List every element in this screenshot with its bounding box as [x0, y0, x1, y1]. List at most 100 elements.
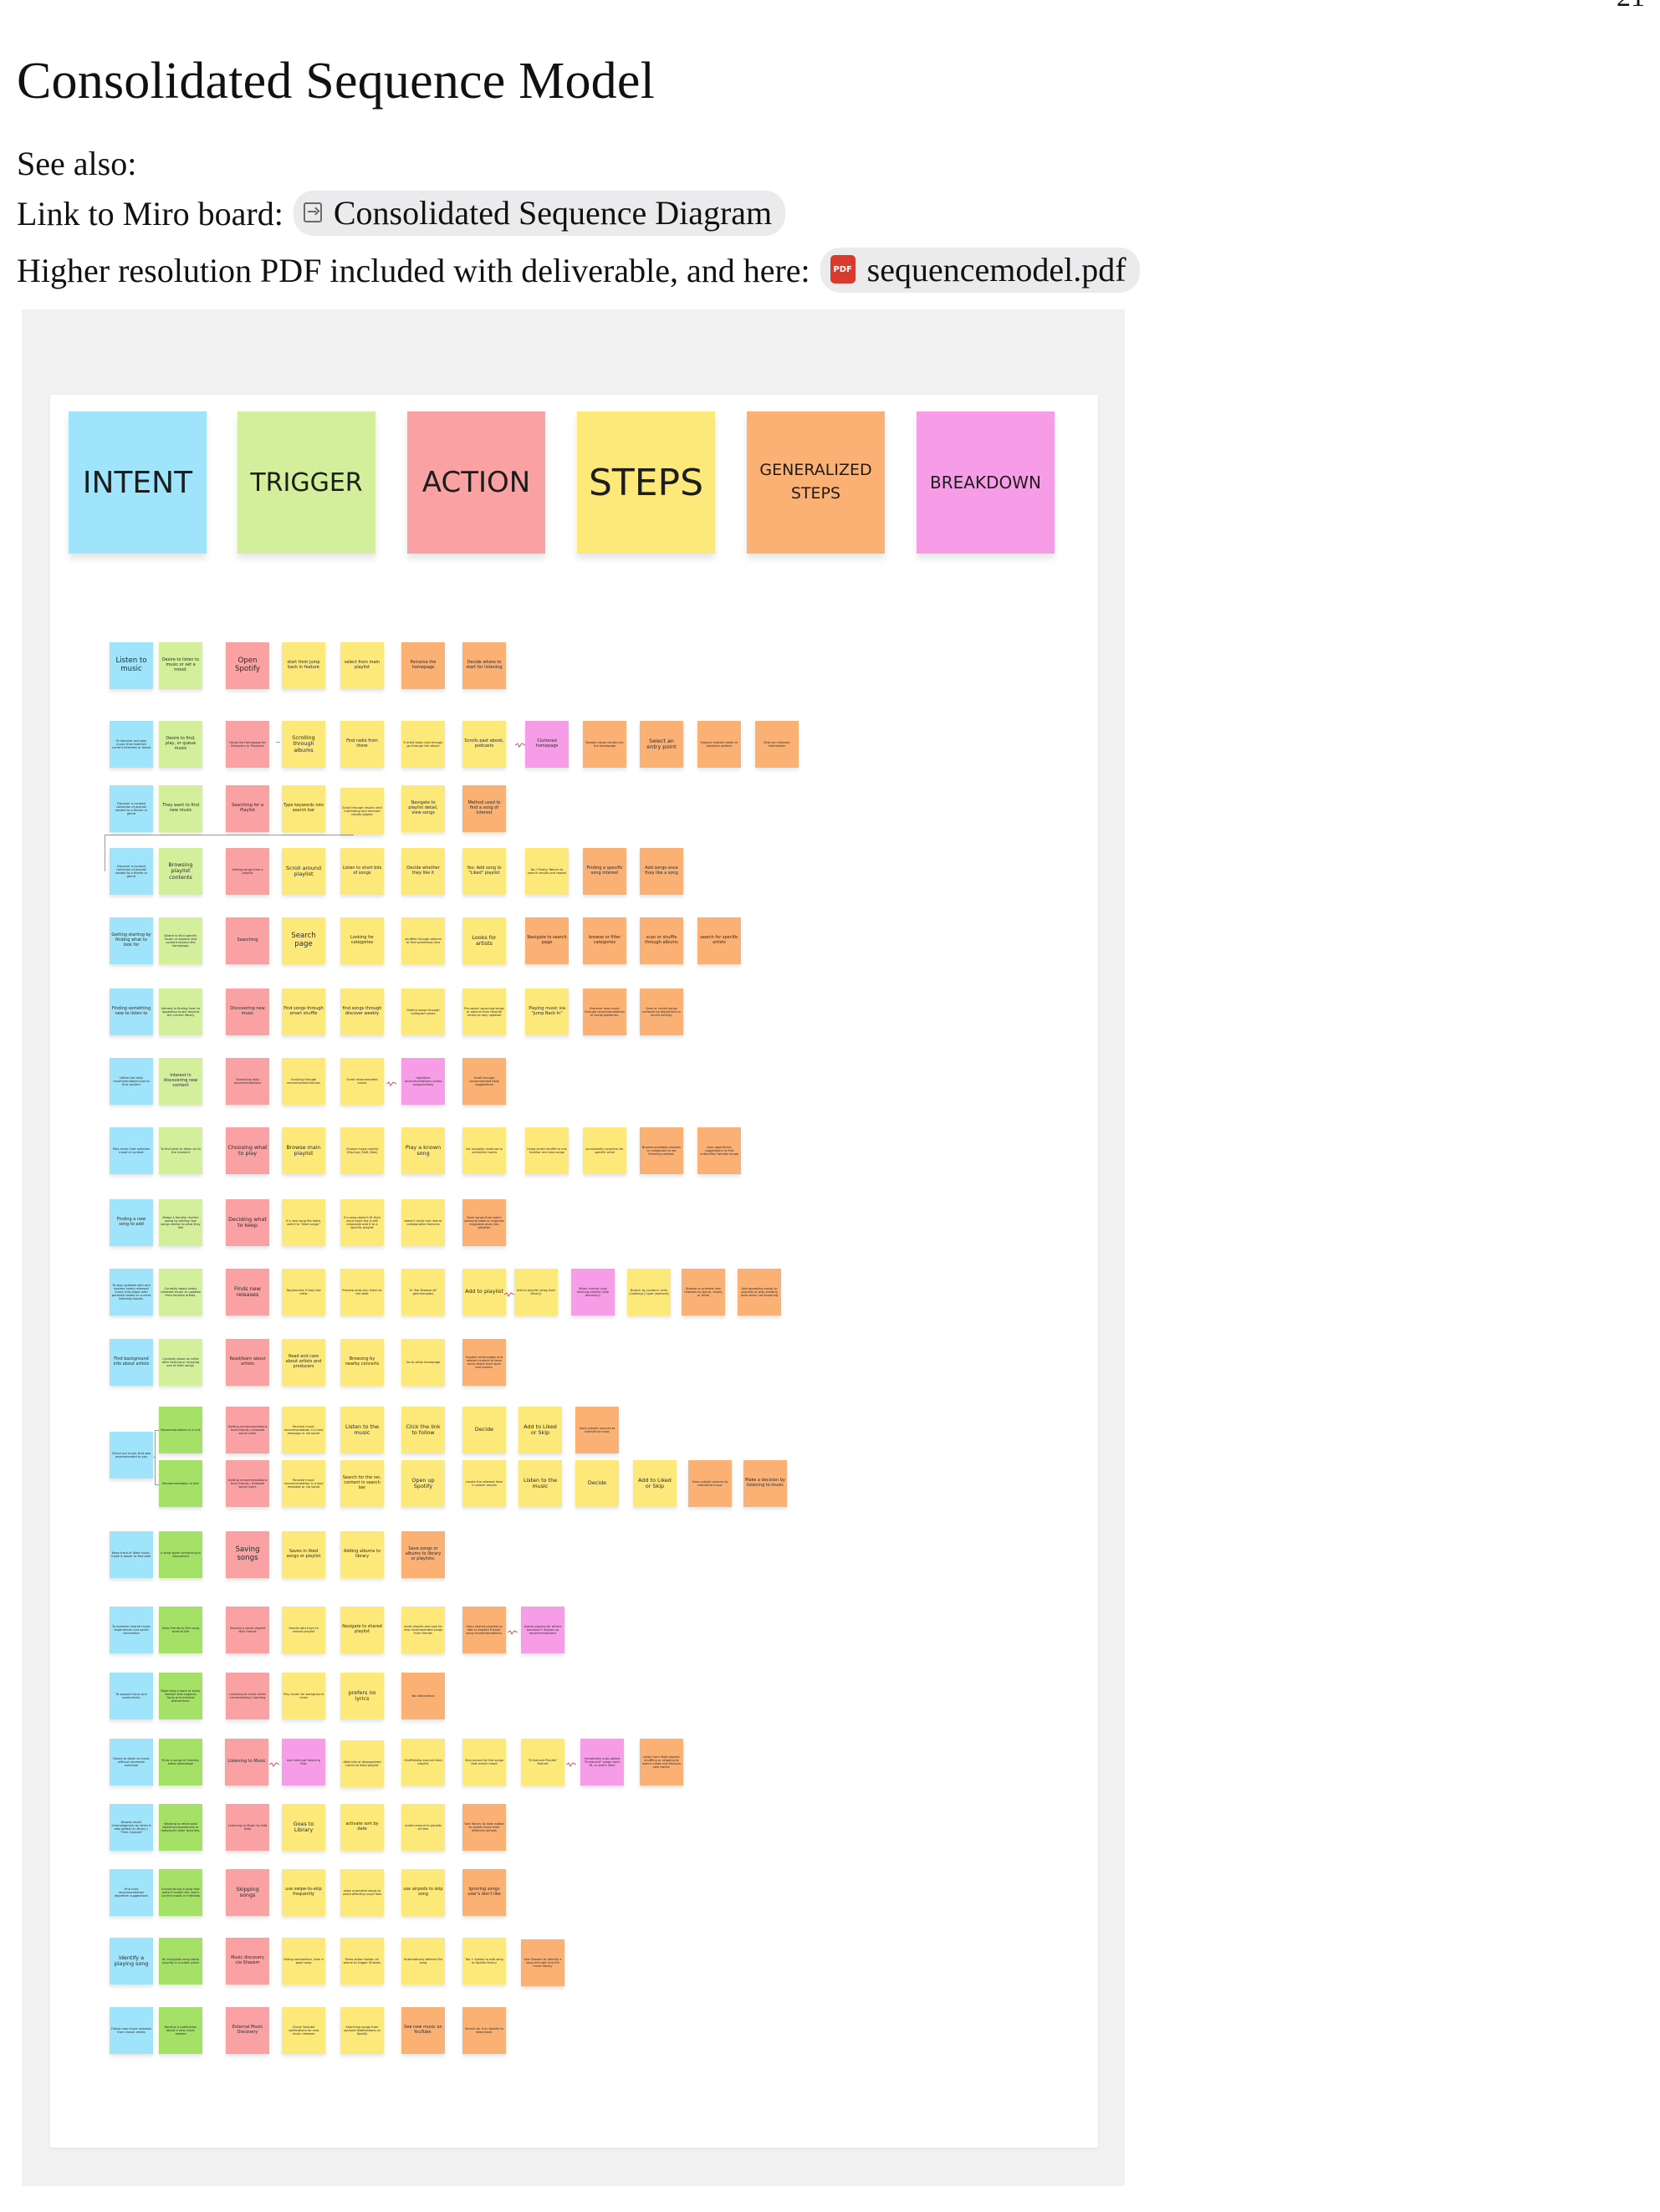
sticky-note-intent: Check out music that was recommended to …	[110, 1432, 153, 1479]
sticky-note-steps: Looks for artists	[462, 917, 506, 964]
sticky-note-generalized: Decide where to start for listening	[462, 642, 506, 689]
sticky-note-trigger: Interest in discovering new content	[159, 1058, 202, 1105]
sticky-note-intent: Keep track of liked music, make it easie…	[110, 1531, 153, 1578]
sticky-note-steps: Add to Liked or Skip	[518, 1407, 562, 1453]
pdf-link-text: sequencemodel.pdf	[866, 250, 1126, 289]
sticky-note-steps: Listen to short bits of songs	[340, 848, 384, 895]
flow-arrow	[276, 742, 280, 743]
sticky-note-trigger: Receive a notification about a new music…	[159, 2007, 202, 2054]
sticky-note-generalized: See new music on YouTube.	[401, 2007, 445, 2054]
sticky-note-steps: Scrolls past ebook, podcasts	[462, 721, 506, 768]
sticky-note-steps: If a song doesn't fit their usual style …	[340, 1199, 384, 1246]
sticky-note-generalized: Uses outside sources to listen/find musi…	[688, 1460, 732, 1507]
sticky-note-steps: select from main playlist	[340, 642, 384, 689]
sticky-note-action: Getting recommendations from friends / f…	[226, 1460, 269, 1507]
branch-bracket	[155, 1430, 159, 1485]
sticky-note-steps: Adds lots of disorganized tracks to like…	[340, 1740, 384, 1787]
see-also-line: See also:	[17, 144, 136, 183]
sticky-note-steps: Listen to the music	[518, 1460, 562, 1507]
sticky-note-action: Searching	[226, 917, 269, 964]
sticky-note-generalized: Scroll through recommended daily suggest…	[462, 1058, 506, 1105]
sticky-note-steps: Tap + button to add song to Spotify libr…	[462, 1938, 506, 1985]
sticky-note-action: Searching daily recommendations	[226, 1058, 269, 1105]
sticky-note-generalized: scan or shuffle through albums	[640, 917, 683, 964]
sticky-note-action: Discovering new music	[226, 989, 269, 1035]
sticky-note-trigger: Keeps a familiar rhythm going by adding …	[159, 1199, 202, 1246]
sticky-note-steps: Navigate to playlist detail, view songs	[401, 785, 445, 832]
sticky-note-steps: Scrolling through recommended albums	[282, 1058, 325, 1105]
sticky-note-trigger: Browsing playlist contents	[159, 848, 202, 895]
sticky-note-steps: Play a known song	[401, 1127, 445, 1174]
sticky-note-steps: Let autoplay continue to unfamiliar trac…	[462, 1127, 506, 1174]
page-title: Consolidated Sequence Model	[17, 53, 656, 110]
sticky-note-steps: Locate the relevant item in search resul…	[462, 1460, 506, 1507]
sticky-note-intent: Discover a curated collection of playlis…	[110, 785, 153, 832]
sticky-note-steps: Yes: Add song to "Liked" playlist	[462, 848, 506, 895]
sticky-note-steps: Add to Liked or Skip	[633, 1460, 677, 1507]
sticky-note-trigger: Curiosity about newly released music or …	[159, 1269, 202, 1315]
see-also-label: See also:	[17, 145, 137, 182]
pdf-file-link[interactable]: PDF sequencemodel.pdf	[820, 248, 1140, 293]
sticky-note-steps: use airpods to skip song	[401, 1869, 445, 1916]
sticky-note-generalized: Ignoring songs user's don't like	[462, 1869, 506, 1916]
column-header-action: ACTION	[407, 411, 545, 554]
sticky-note-steps: friends add track to shared playlist	[282, 1607, 325, 1653]
sticky-note-generalized: Uses outside sources to listen/find musi…	[575, 1407, 619, 1453]
sticky-note-trigger: An enjoyable song starts playing in a pu…	[159, 1938, 202, 1985]
sticky-note-trigger: Encountering a song that doesn't match t…	[159, 1869, 202, 1916]
column-header-intent: INTENT	[69, 411, 207, 554]
sticky-note-intent: Fine-tune recommendation algorithm sugge…	[110, 1869, 153, 1916]
sticky-note-steps: activate sort by date	[340, 1804, 384, 1851]
sticky-note-action: Vetting songs from a playlist	[226, 848, 269, 895]
sticky-note-steps: Branch by content: calm (cooking) | hype…	[627, 1269, 671, 1315]
sticky-note-steps: Receive music recommendation in a text m…	[282, 1407, 325, 1453]
sticky-note-generalized: Make a decision by listening to music	[743, 1460, 787, 1507]
sticky-note-intent: Utilize the daily recommendation tool to…	[110, 1058, 153, 1105]
sticky-note-action: Finds new releases	[226, 1269, 269, 1315]
breakdown-link-icon	[386, 1081, 396, 1086]
sticky-note-intent: Browse music chronologically by when it …	[110, 1804, 153, 1851]
sticky-note-steps: Check Youtube notifications for new musi…	[282, 2007, 325, 2054]
sticky-note-trigger: Desire to find, play, or queue music	[159, 721, 202, 768]
sticky-note-steps: Find radio from there	[340, 721, 384, 768]
sticky-note-steps: Go to artist homepage	[401, 1339, 445, 1386]
sticky-note-trigger: Desire to find specific music or explore…	[159, 917, 202, 964]
external-link-icon	[303, 202, 322, 222]
sticky-note-steps: Using smart shuffle to mix familiar and …	[525, 1127, 569, 1174]
sticky-note-action: Open Spotify	[226, 642, 269, 689]
sticky-note-steps: Decide	[575, 1460, 619, 1507]
sticky-note-steps: If a new song fits taste, add it to "lik…	[282, 1199, 325, 1246]
sticky-note-steps: Shuffle/skip around Liked playlist	[401, 1739, 445, 1785]
sticky-note-steps: Playing music via "Jump Back In"	[525, 989, 569, 1035]
sticky-note-steps: Tap/preview if they like artist	[282, 1269, 325, 1315]
column-header-trigger: TRIGGER	[238, 411, 375, 554]
branch-bracket	[153, 1457, 156, 1458]
sticky-note-action: Sharing a social playlist with friends	[226, 1607, 269, 1653]
sticky-note-trigger: Desire to listen to music or set a mood.	[159, 642, 202, 689]
sticky-note-intent: To stay updated with and explore newly r…	[110, 1269, 153, 1315]
breakdown-link-icon	[515, 743, 525, 748]
sticky-note-generalized: Browse visual content on the homepage	[583, 721, 626, 768]
sequence-model-board: INTENT TRIGGER ACTION STEPS GENERALIZED …	[50, 395, 1098, 2148]
sticky-note-intent: Finding something new to listen to	[110, 989, 153, 1035]
column-header-generalized-steps: GENERALIZED STEPS	[747, 411, 885, 554]
sticky-note-generalized: Listen from liked playlist, shuffling or…	[640, 1739, 683, 1785]
sticky-note-breakdown: Cluttered homepage	[525, 721, 569, 768]
sticky-note-steps: Adding albums to library	[340, 1531, 384, 1578]
sticky-note-steps: Decide	[462, 1407, 506, 1453]
sticky-note-steps: Receive music recommendation in a text m…	[282, 1460, 325, 1507]
sticky-note-steps: Automatically detects the song	[401, 1938, 445, 1985]
sticky-note-steps: Add to playlist (drag from library)	[514, 1269, 558, 1315]
sticky-note-breakdown: Sometimes auto-added "Enhanced" songs do…	[580, 1739, 624, 1785]
sticky-note-steps: Listen to the music	[340, 1407, 384, 1453]
column-header-steps: STEPS	[577, 411, 715, 554]
miro-board-link[interactable]: Consolidated Sequence Diagram	[293, 191, 786, 236]
sticky-note-steps: prefers no lyrics	[340, 1673, 384, 1719]
sticky-note-intent: Listen to music	[110, 642, 153, 689]
sticky-note-trigger: Finds a songs of interest, takes advanta…	[159, 1739, 202, 1785]
sticky-note-steps: finding songs through Instagram posts	[401, 989, 445, 1035]
sticky-note-steps: Preview shot clip: listen to the beat	[340, 1269, 384, 1315]
pdf-label: Higher resolution PDF included with deli…	[17, 251, 810, 289]
sticky-note-trigger: Recommendation is text	[159, 1460, 202, 1507]
sticky-note-action: Music discovery via Shazam	[226, 1938, 269, 1985]
